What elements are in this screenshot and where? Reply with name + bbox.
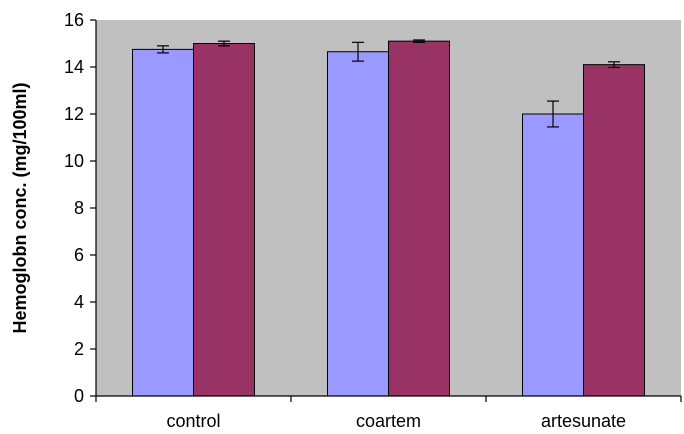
error-bar-artesunate-series-2: [608, 61, 620, 69]
y-tick-label: 2: [74, 339, 84, 359]
error-bar-coartem-series-2: [413, 39, 425, 43]
y-tick-label: 6: [74, 245, 84, 265]
y-tick-label: 10: [64, 151, 84, 171]
x-tick-label-control: control: [166, 411, 220, 431]
x-tick-label-coartem: coartem: [356, 411, 421, 431]
error-bars-group: [157, 39, 620, 128]
error-bar-control-series-1: [157, 45, 169, 54]
bar-coartem-series-1: [327, 51, 389, 397]
y-tick-label: 14: [64, 57, 84, 77]
bar-artesunate-series-2: [583, 64, 645, 397]
bar-coartem-series-2: [388, 40, 450, 397]
bar-control-series-1: [132, 48, 194, 397]
x-categories-group: control coartem artesunate: [166, 411, 626, 431]
x-tick-label-artesunate: artesunate: [541, 411, 626, 431]
error-bar-control-series-2: [218, 40, 230, 47]
y-tick-label: 12: [64, 104, 84, 124]
y-tick-label: 8: [74, 198, 84, 218]
y-ticks-group: 0 2 4 6 8 10 12 14 16: [64, 10, 96, 406]
bars-group: [132, 40, 645, 397]
bar-artesunate-series-1: [522, 113, 584, 397]
y-tick-label: 0: [74, 386, 84, 406]
y-tick-label: 16: [64, 10, 84, 30]
y-axis-title: Hemoglobn conc. (mg/100ml): [10, 82, 30, 333]
y-tick-label: 4: [74, 292, 84, 312]
bar-control-series-2: [193, 43, 255, 397]
error-bar-coartem-series-1: [352, 41, 364, 62]
error-bar-artesunate-series-1: [547, 100, 559, 128]
